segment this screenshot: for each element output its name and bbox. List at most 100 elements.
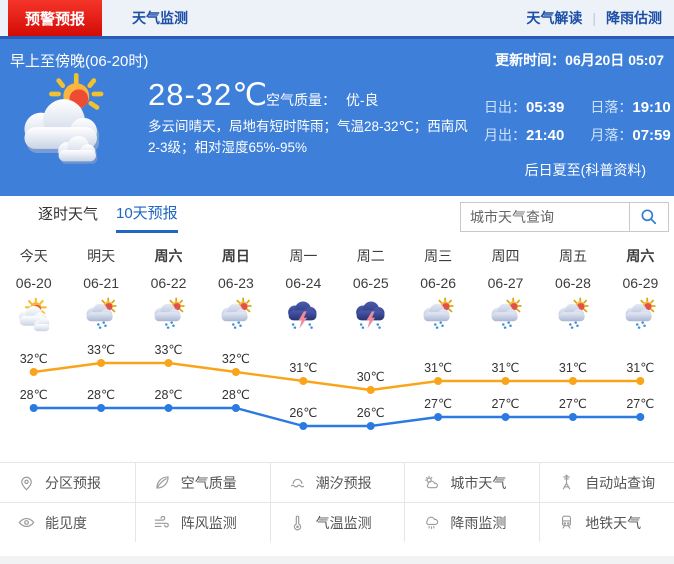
day-date: 06-22: [150, 275, 187, 291]
moonrise-time: 月出：21:40: [484, 125, 564, 145]
quick-links-grid: 分区预报 空气质量 潮汐预报 城市天气 自动站查询能见度 阵风监测 气温监测 降雨监测 地铁天气: [0, 462, 674, 542]
forecast-day-06-21[interactable]: 明天 06-21: [67, 233, 134, 338]
temp-label: 31℃: [626, 361, 654, 375]
quick-link-label: 降雨监测: [450, 514, 507, 531]
nav-tab-weather-monitor[interactable]: 天气监测: [132, 10, 189, 26]
forecast-day-06-20[interactable]: 今天 06-20: [0, 233, 67, 338]
forecast-day-06-25[interactable]: 周二 06-25: [337, 233, 404, 338]
temp-label: 28℃: [222, 388, 250, 402]
tab-ten-day-forecast[interactable]: 10天预报: [116, 196, 178, 233]
temp-label: 27℃: [424, 397, 452, 411]
shower-icon: [149, 297, 189, 333]
shower-icon: [418, 297, 458, 333]
moonrise-value: 21:40: [526, 127, 565, 144]
quick-link-auto-station[interactable]: 自动站查询: [539, 462, 674, 502]
nav-separator: |: [592, 10, 596, 26]
wind-icon: [153, 513, 172, 532]
quick-link-city-weather[interactable]: 城市天气: [404, 462, 540, 502]
day-date: 06-27: [487, 275, 524, 291]
forecast-day-06-29[interactable]: 周六 06-29: [607, 233, 674, 338]
forecast-day-06-22[interactable]: 周六 06-22: [135, 233, 202, 338]
temp-point: [164, 404, 173, 412]
temp-line-最高气温: [33, 361, 641, 392]
nav-right-links: 天气解读 | 降雨估测: [526, 8, 662, 28]
quick-link-label: 自动站查询: [585, 474, 656, 491]
nav-tab-warning-forecast-label: 预警预报: [25, 10, 86, 28]
temp-label: 28℃: [155, 388, 183, 402]
air-quality-value: 优-良: [345, 92, 379, 108]
sun-moon-times: 日出：05:39 日落：19:10 月出：21:40 月落：07:59: [484, 97, 671, 153]
rain-icon: [422, 513, 441, 532]
day-name: 周二: [356, 248, 385, 264]
shower-icon: [553, 297, 593, 333]
day-name: 周五: [558, 248, 587, 264]
quick-link-tide[interactable]: 潮汐预报: [269, 462, 405, 502]
air-quality-label: 空气质量：: [266, 92, 336, 108]
ten-day-forecast: 今天 06-20 明天 06-21 周六 06-22 周日 06-23 周一 06-24 周二 06-…: [0, 233, 674, 462]
forecast-day-06-24[interactable]: 周一 06-24: [270, 233, 337, 338]
eye-icon: [17, 513, 36, 532]
temp-label: 31℃: [492, 361, 520, 375]
temp-label: 31℃: [559, 361, 587, 375]
day-date: 06-20: [15, 275, 52, 291]
day-date: 06-26: [420, 275, 457, 291]
day-name: 周日: [221, 248, 250, 264]
tide-icon: [288, 473, 307, 492]
nav-link-rain-estimate[interactable]: 降雨估测: [606, 10, 662, 26]
tab-hourly-weather[interactable]: 逐时天气: [38, 206, 99, 223]
temp-point: [501, 377, 510, 385]
temp-label: 32℃: [20, 352, 48, 366]
quick-link-label: 阵风监测: [180, 514, 237, 531]
day-date: 06-28: [555, 275, 591, 291]
nav-tab-warning-forecast[interactable]: 预警预报: [8, 0, 103, 36]
quick-link-leaf[interactable]: 空气质量: [134, 462, 270, 502]
search-button[interactable]: [629, 202, 669, 232]
day-name: 周四: [491, 248, 520, 264]
weather-description-line1: 多云间晴天，局地有短时阵雨；气温28-32℃；西南风: [148, 119, 468, 134]
quick-link-rain[interactable]: 降雨监测: [404, 502, 540, 542]
quick-link-label: 空气质量: [180, 474, 237, 491]
moonrise-label: 月出：: [484, 127, 526, 143]
sunrise-value: 05:39: [526, 99, 565, 116]
day-date: 06-21: [83, 275, 120, 291]
quick-link-label: 城市天气: [450, 474, 507, 491]
city-weather-icon: [422, 473, 441, 492]
temp-point: [501, 413, 510, 421]
thunderstorm-icon: [283, 297, 323, 333]
forecast-day-06-27[interactable]: 周四 06-27: [472, 233, 539, 338]
quick-link-thermometer[interactable]: 气温监测: [269, 502, 405, 542]
temp-label: 33℃: [155, 343, 183, 357]
shower-icon: [81, 297, 121, 333]
temp-point: [636, 413, 645, 421]
temp-label: 31℃: [424, 361, 452, 375]
solar-term-link[interactable]: 后日夏至(科普资料): [524, 162, 646, 178]
leaf-icon: [153, 473, 172, 492]
quick-link-eye[interactable]: 能见度: [0, 502, 135, 542]
temp-point: [231, 404, 240, 412]
quick-link-label: 潮汐预报: [315, 474, 372, 491]
quick-link-label: 气温监测: [315, 514, 372, 531]
forecast-day-06-23[interactable]: 周日 06-23: [202, 233, 269, 338]
quick-link-metro[interactable]: 地铁天气: [539, 502, 674, 542]
nav-link-weather-interpret[interactable]: 天气解读: [526, 10, 583, 26]
temp-point: [366, 422, 375, 430]
temp-label: 27℃: [559, 397, 587, 411]
moonset-value: 07:59: [632, 127, 671, 144]
quick-link-map-pin[interactable]: 分区预报: [0, 462, 135, 502]
temp-point: [568, 377, 577, 385]
quick-link-wind[interactable]: 阵风监测: [134, 502, 270, 542]
temp-label: 26℃: [357, 406, 385, 420]
temp-label: 30℃: [357, 370, 385, 384]
day-name: 今天: [19, 248, 48, 264]
day-name: 明天: [87, 248, 116, 264]
sunset-value: 19:10: [632, 99, 671, 116]
forecast-day-06-28[interactable]: 周五 06-28: [539, 233, 606, 338]
temp-label: 27℃: [492, 397, 520, 411]
update-time: 更新时间：06月20日 05:07: [495, 52, 664, 68]
thermometer-icon: [288, 513, 307, 532]
search-input[interactable]: [460, 202, 629, 232]
auto-station-icon: [557, 473, 576, 492]
day-name: 周六: [154, 248, 183, 264]
forecast-day-06-26[interactable]: 周三 06-26: [404, 233, 471, 338]
temp-label: 28℃: [87, 388, 115, 402]
